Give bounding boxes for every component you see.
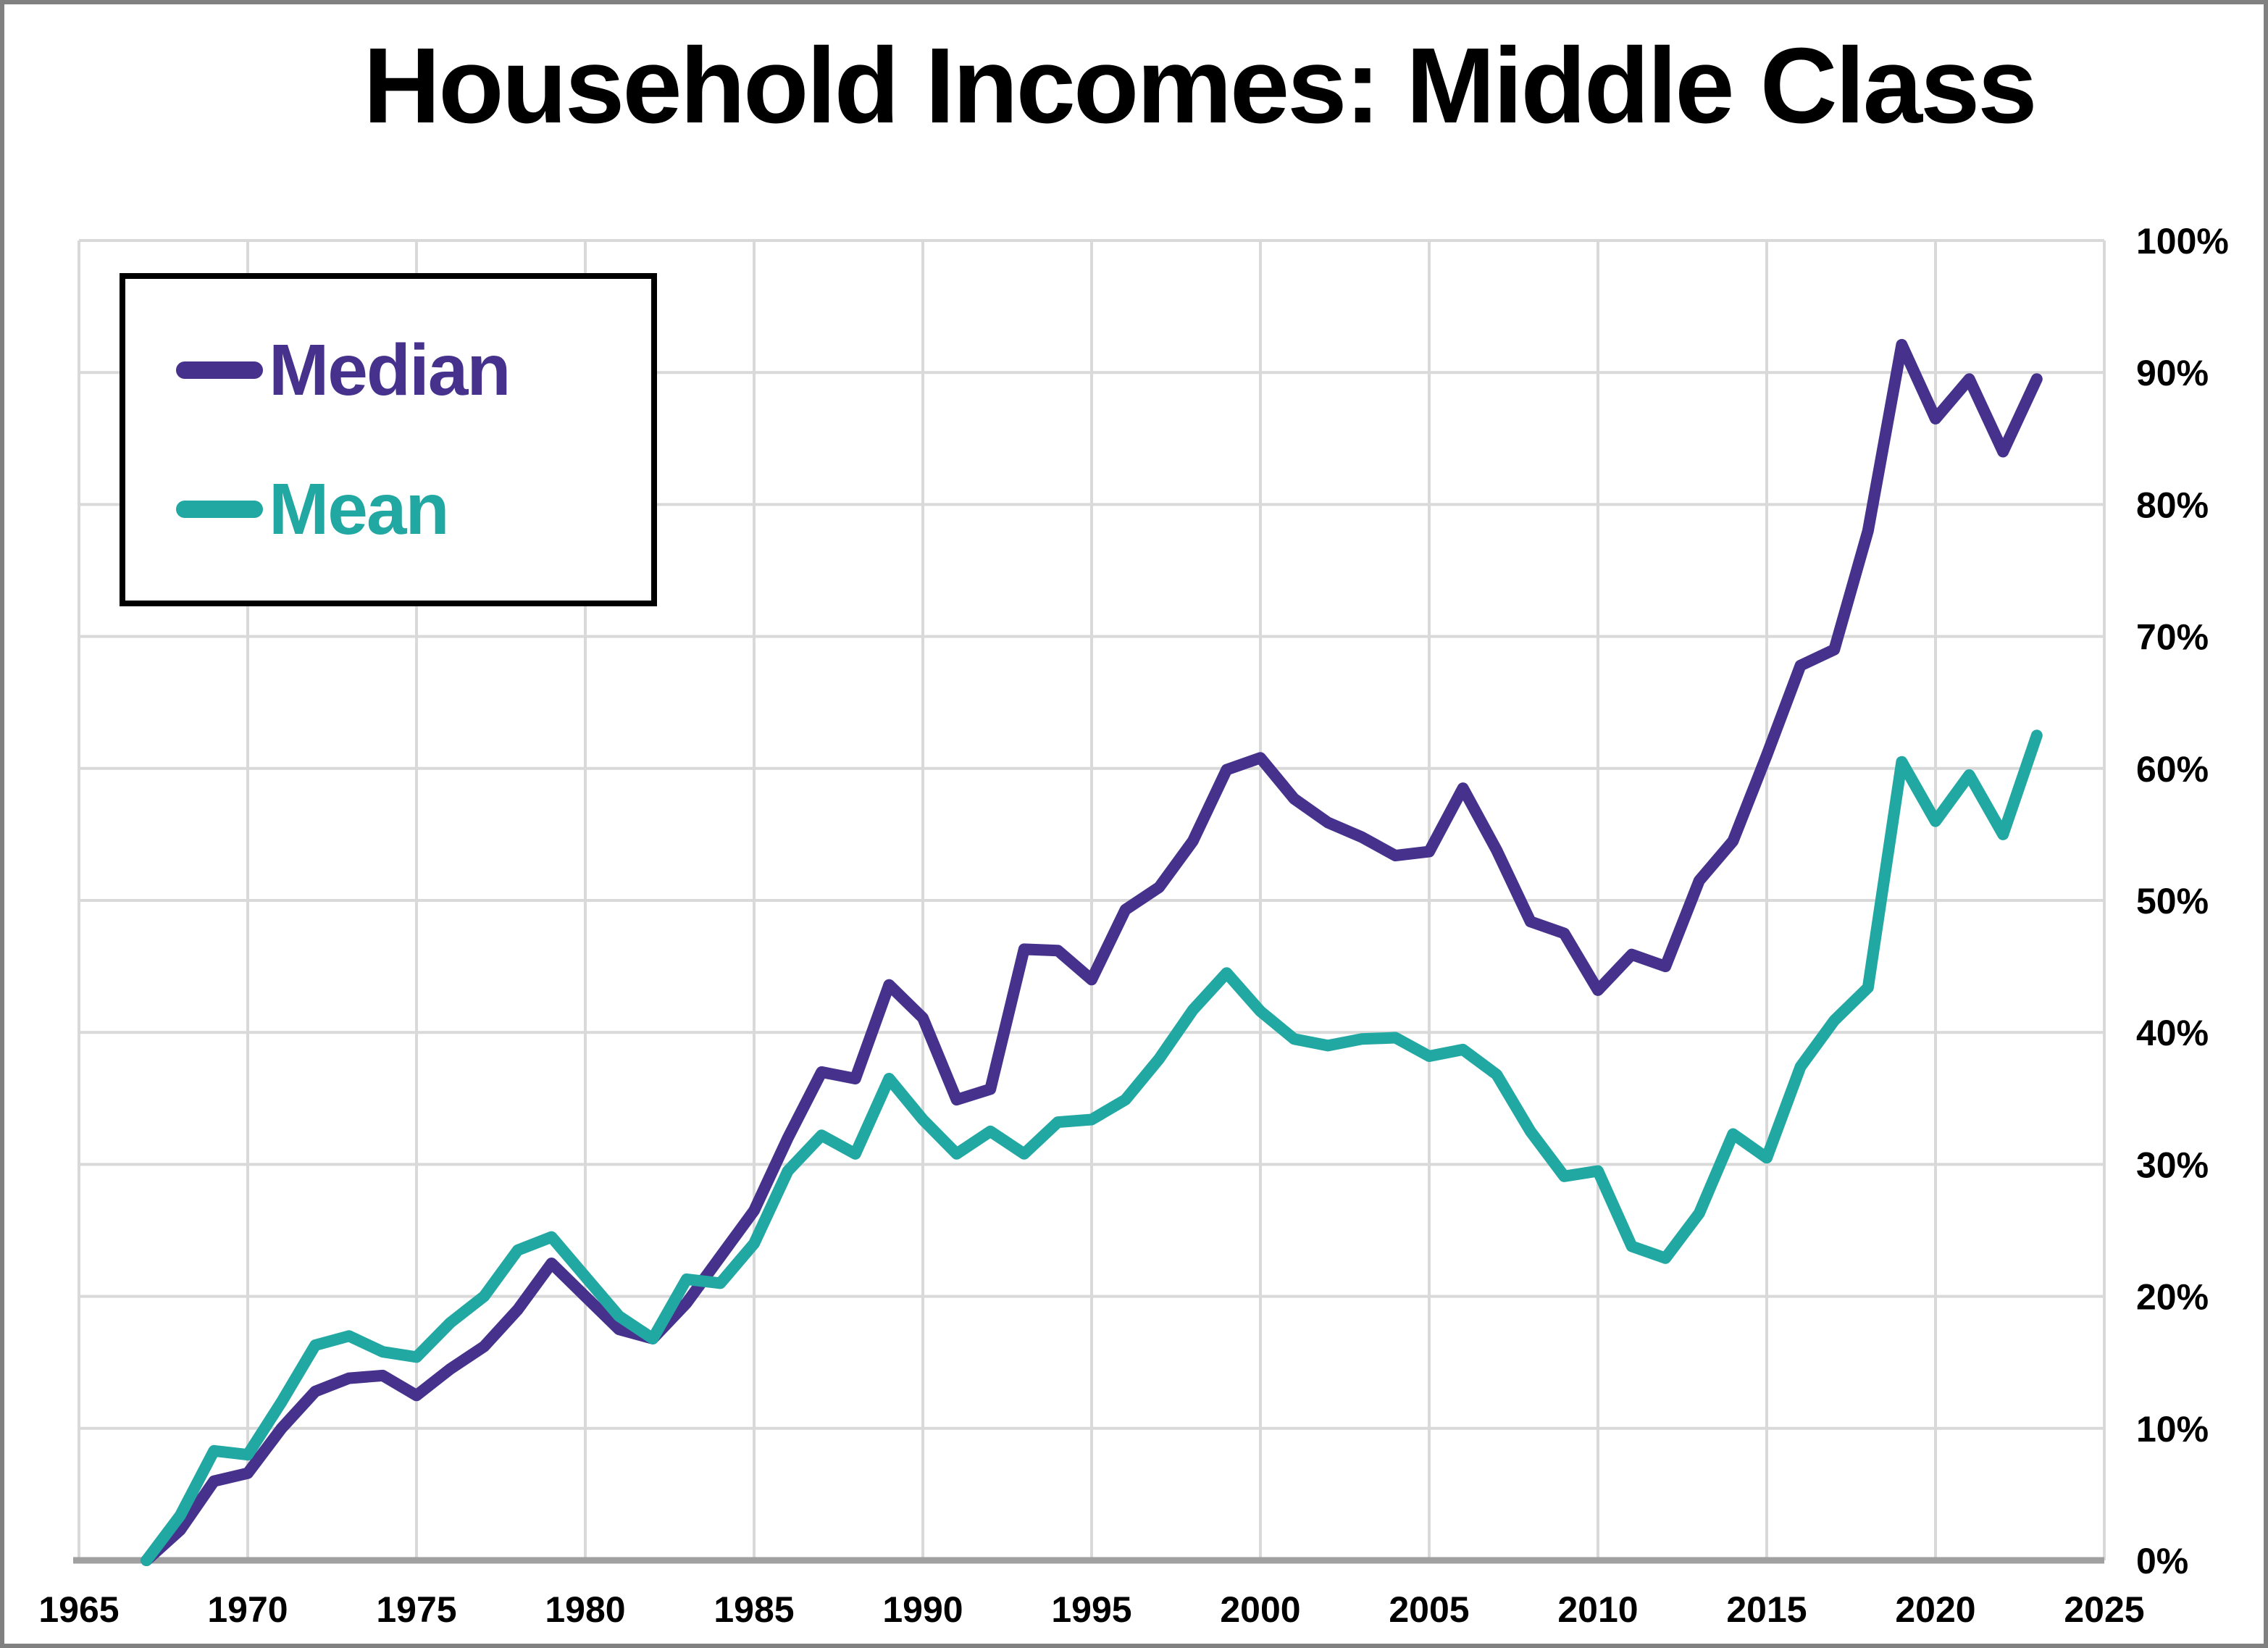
chart-title: Household Incomes: Middle Class: [363, 26, 2037, 146]
series-line-mean: [141, 729, 2043, 1566]
y-tick-label: 0%: [2136, 1541, 2188, 1581]
y-tick-label: 90%: [2136, 353, 2209, 393]
legend-entry-median: Median: [176, 329, 637, 412]
y-tick-label: 30%: [2136, 1145, 2209, 1185]
y-tick-label: 40%: [2136, 1013, 2209, 1053]
mean-line-swatch: [176, 501, 263, 518]
y-tick-label: 60%: [2136, 749, 2209, 790]
legend: Median Mean: [120, 273, 657, 606]
x-tick-label: 1980: [545, 1589, 625, 1630]
x-tick-label: 2010: [1557, 1589, 1638, 1630]
x-tick-label: 2000: [1220, 1589, 1300, 1630]
x-tick-label: 1985: [714, 1589, 794, 1630]
x-tick-label: 1970: [207, 1589, 288, 1630]
x-tick-label: 1995: [1051, 1589, 1131, 1630]
income-line-chart: 1965 1970 1975 1980 1985 1990 1995 2000 2005 2010…: [38, 221, 2229, 1630]
y-tick-label: 100%: [2136, 221, 2229, 262]
y-tick-label: 70%: [2136, 617, 2209, 658]
series-line-median: [141, 338, 2043, 1566]
x-tick-label: 2005: [1389, 1589, 1469, 1630]
y-tick-label: 20%: [2136, 1277, 2209, 1318]
x-tick-label: 2025: [2064, 1589, 2144, 1630]
x-tick-label: 1990: [882, 1589, 963, 1630]
legend-label-median: Median: [269, 329, 511, 411]
x-tick-label: 2020: [1895, 1589, 1975, 1630]
y-tick-label: 80%: [2136, 485, 2209, 525]
legend-label-mean: Mean: [269, 468, 450, 550]
x-tick-label: 1975: [376, 1589, 456, 1630]
legend-entry-mean: Mean: [176, 468, 637, 551]
y-tick-label: 10%: [2136, 1409, 2209, 1450]
x-tick-label: 2015: [1726, 1589, 1807, 1630]
y-tick-label: 50%: [2136, 881, 2209, 921]
median-line-swatch: [176, 361, 263, 379]
x-tick-label: 1965: [38, 1589, 119, 1630]
